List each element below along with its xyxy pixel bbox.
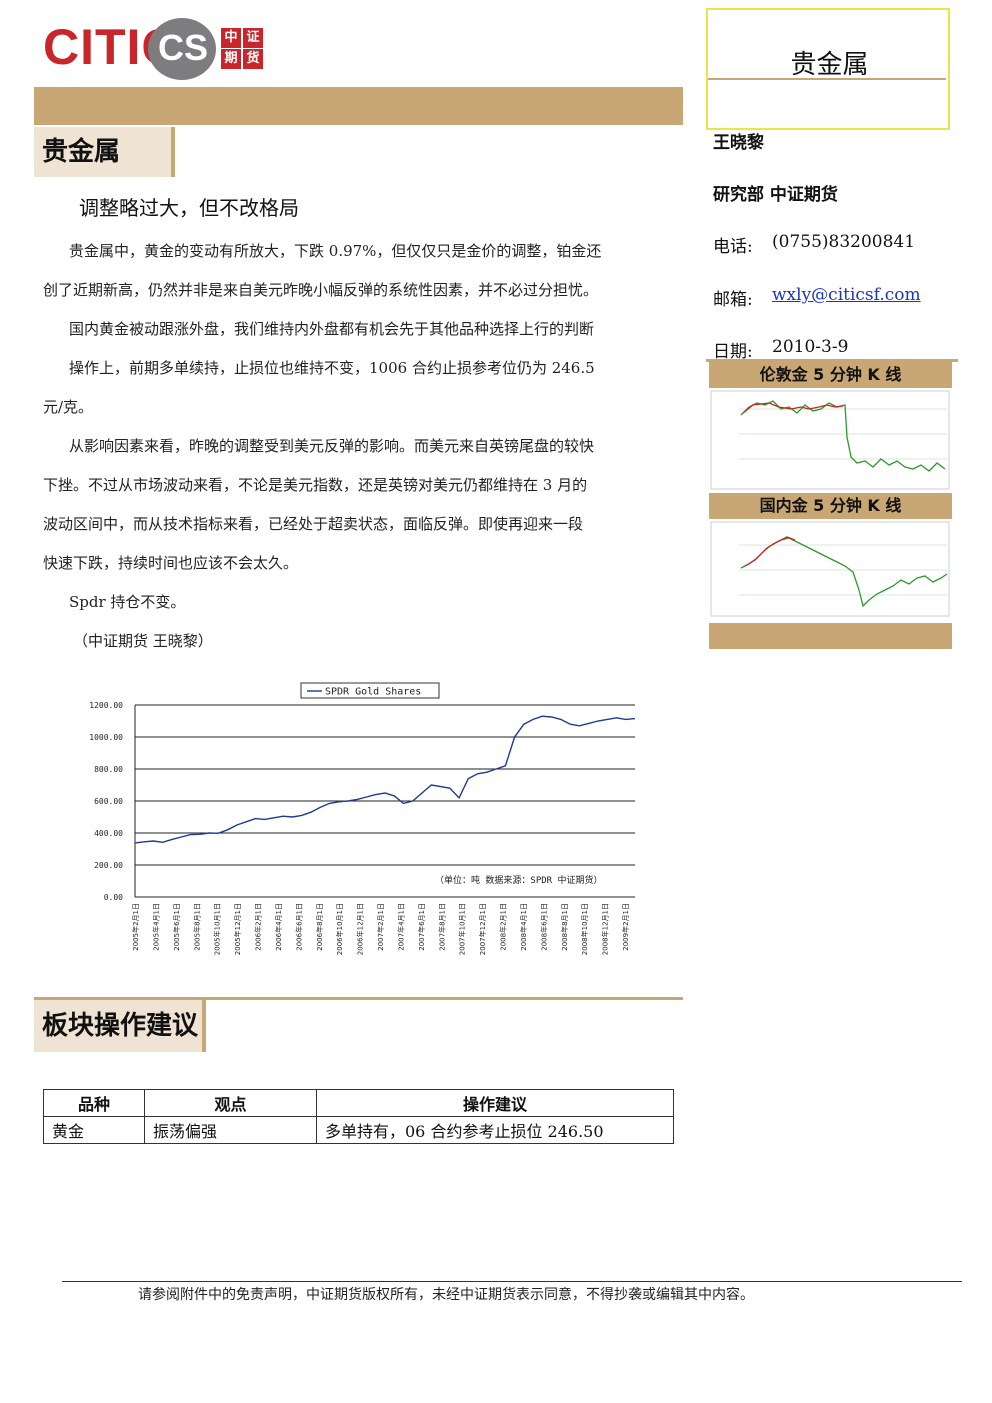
y-tick-label: 1200.00 bbox=[89, 701, 123, 710]
paragraph: 贵金属中，黄金的变动有所放大，下跌 0.97%，但仅仅只是金价的调整，铂金还 bbox=[69, 242, 602, 260]
domestic-gold-kline-image bbox=[710, 521, 950, 617]
email-link[interactable]: wxly@citicsf.com bbox=[772, 285, 921, 305]
logo-char: 期 bbox=[221, 49, 241, 69]
x-tick-label: 2008年12月1日 bbox=[601, 903, 610, 955]
title-box-divider bbox=[708, 78, 946, 80]
header-bar bbox=[34, 87, 683, 125]
x-tick-label: 2005年10月1日 bbox=[213, 903, 222, 955]
section-tab-operation-advice: 板块操作建议 bbox=[34, 1000, 206, 1052]
table-header: 操作建议 bbox=[316, 1089, 674, 1117]
paragraph: Spdr 持仓不变。 bbox=[69, 593, 186, 611]
y-tick-label: 600.00 bbox=[94, 797, 123, 806]
y-axis-ticks: 1200.00 1000.00 800.00 600.00 400.00 200.00 0.… bbox=[89, 701, 123, 902]
legend-label: SPDR Gold Shares bbox=[325, 687, 421, 698]
x-tick-label: 2005年4月1日 bbox=[151, 903, 160, 951]
paragraph: 国内黄金被动跟涨外盘，我们维持内外盘都有机会先于其他品种选择上行的判断 bbox=[69, 320, 595, 338]
chart-grid bbox=[134, 704, 635, 898]
x-tick-label: 2006年2月1日 bbox=[254, 903, 263, 951]
footer-disclaimer: 请参阅附件中的免责声明，中证期货版权所有，未经中证期货表示同意，不得抄袭或编辑其… bbox=[138, 1287, 754, 1303]
sidebar-footer-bar bbox=[709, 623, 952, 649]
x-tick-label: 2006年8月1日 bbox=[315, 903, 324, 951]
author: 王晓黎 bbox=[713, 133, 764, 153]
headline: 调整略过大，但不改格局 bbox=[79, 196, 299, 220]
logo-char: 证 bbox=[243, 28, 263, 48]
paragraph: 从影响因素来看，昨晚的调整受到美元反弹的影响。而美元来自英镑尾盘的较快 bbox=[69, 437, 595, 455]
date-label: 日期: bbox=[713, 342, 753, 362]
paragraph: 快速下跌，持续时间也应该不会太久。 bbox=[43, 554, 299, 572]
y-tick-label: 200.00 bbox=[94, 861, 123, 870]
phone-label: 电话: bbox=[713, 237, 753, 257]
advice-table: 品种 观点 操作建议 黄金 振荡偏强 多单持有，06 合约参考止损位 246.5… bbox=[43, 1089, 674, 1144]
department: 研究部 中证期货 bbox=[713, 185, 838, 205]
logo-char: 中 bbox=[221, 28, 241, 48]
x-tick-label: 2005年8月1日 bbox=[192, 903, 201, 951]
footer-divider bbox=[62, 1281, 962, 1282]
x-tick-label: 2006年12月1日 bbox=[356, 903, 365, 955]
table-cell: 黄金 bbox=[43, 1116, 145, 1144]
x-axis-ticks: 2005年2月1日 2005年4月1日 2005年6月1日 2005年8月1日 2005… bbox=[131, 903, 630, 955]
phone-value: (0755)83200841 bbox=[772, 232, 916, 252]
y-tick-label: 800.00 bbox=[94, 765, 123, 774]
x-tick-label: 2008年2月1日 bbox=[499, 903, 508, 951]
title-box bbox=[706, 8, 950, 130]
paragraph: 元/克。 bbox=[43, 398, 94, 416]
x-tick-label: 2006年6月1日 bbox=[294, 903, 303, 951]
table-header: 品种 bbox=[43, 1089, 145, 1117]
chart-title-london-gold: 伦敦金 5 分钟 K 线 bbox=[709, 362, 952, 388]
y-tick-label: 0.00 bbox=[104, 893, 123, 902]
x-tick-label: 2005年6月1日 bbox=[172, 903, 181, 951]
table-header: 观点 bbox=[144, 1089, 317, 1117]
table-header-row: 品种 观点 操作建议 bbox=[43, 1089, 674, 1117]
table-cell: 振荡偏强 bbox=[144, 1116, 317, 1144]
paragraph: 操作上，前期多单续持，止损位也维持不变，1006 合约止损参考位仍为 246.5 bbox=[69, 359, 595, 377]
table-cell: 多单持有，06 合约参考止损位 246.50 bbox=[316, 1116, 674, 1144]
x-tick-label: 2007年12月1日 bbox=[478, 903, 487, 955]
spdr-chart: 1200.00 1000.00 800.00 600.00 400.00 200.00 0.… bbox=[89, 682, 636, 955]
x-tick-label: 2007年2月1日 bbox=[376, 903, 385, 951]
series-line-spdr bbox=[134, 715, 636, 844]
x-tick-label: 2008年10月1日 bbox=[580, 903, 589, 955]
chart-title-domestic-gold: 国内金 5 分钟 K 线 bbox=[709, 493, 952, 519]
x-tick-label: 2009年2月1日 bbox=[621, 903, 630, 951]
section-divider bbox=[34, 997, 683, 1000]
x-tick-label: 2006年4月1日 bbox=[274, 903, 283, 951]
title-box-label: 贵金属 bbox=[790, 50, 869, 80]
legend-box bbox=[300, 682, 440, 699]
x-tick-label: 2008年6月1日 bbox=[539, 903, 548, 951]
email-label: 邮箱: bbox=[713, 290, 753, 310]
y-tick-label: 400.00 bbox=[94, 829, 123, 838]
x-tick-label: 2005年2月1日 bbox=[131, 903, 140, 951]
table-row: 黄金 振荡偏强 多单持有，06 合约参考止损位 246.50 bbox=[43, 1116, 674, 1144]
logo-char: 货 bbox=[243, 49, 263, 69]
logo-cs-circle bbox=[148, 18, 216, 80]
paragraph: 创了近期新高，仍然并非是来自美元昨晚小幅反弹的系统性因素，并不必过分担忧。 bbox=[43, 281, 599, 299]
y-tick-label: 1000.00 bbox=[89, 733, 123, 742]
x-tick-label: 2006年10月1日 bbox=[335, 903, 344, 955]
paragraph: 下挫。不过从市场波动来看，不论是美元指数，还是英镑对美元仍都维持在 3 月的 bbox=[43, 476, 588, 494]
x-tick-label: 2007年10月1日 bbox=[458, 903, 467, 955]
sidebar-divider bbox=[706, 359, 958, 362]
x-tick-label: 2008年4月1日 bbox=[519, 903, 528, 951]
x-tick-label: 2007年4月1日 bbox=[396, 903, 405, 951]
x-tick-label: 2007年6月1日 bbox=[417, 903, 426, 951]
section-tab-precious-metals: 贵金属 bbox=[34, 127, 175, 177]
paragraph: 波动区间中，而从技术指标来看，已经处于超卖状态，面临反弹。即使再迎来一段 bbox=[43, 515, 584, 533]
x-tick-label: 2008年8月1日 bbox=[560, 903, 569, 951]
x-tick-label: 2007年8月1日 bbox=[437, 903, 446, 951]
logo-cs: CS bbox=[157, 27, 208, 68]
date-value: 2010-3-9 bbox=[772, 337, 849, 357]
x-tick-label: 2005年12月1日 bbox=[233, 903, 242, 955]
chart-note: （单位：吨 数据来源：SPDR 中证期货） bbox=[435, 874, 603, 886]
paragraph: （中证期货 王晓黎） bbox=[73, 632, 213, 650]
london-gold-kline-image bbox=[710, 390, 950, 490]
article-body: 贵金属中，黄金的变动有所放大，下跌 0.97%，但仅仅只是金价的调整，铂金还 创… bbox=[43, 232, 683, 661]
